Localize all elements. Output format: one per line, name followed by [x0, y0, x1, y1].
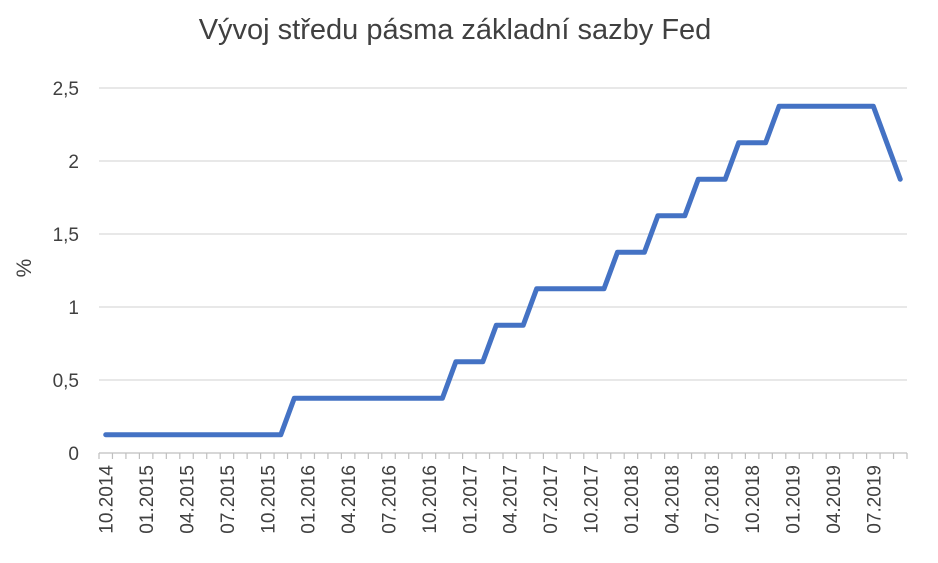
x-tick-label: 01.2015 — [137, 465, 158, 534]
x-tick-label: 10.2017 — [582, 465, 603, 534]
y-tick-label: 1,5 — [53, 225, 79, 246]
x-tick-label: 01.2019 — [784, 465, 805, 534]
x-tick-label: 01.2016 — [299, 465, 320, 534]
y-tick-label: 2,5 — [53, 79, 79, 100]
y-tick-label: 0,5 — [53, 371, 79, 392]
x-tick-label: 07.2015 — [218, 465, 239, 534]
x-tick-label: 07.2016 — [380, 465, 401, 534]
y-tick-label: 1 — [68, 298, 79, 319]
x-tick-label: 07.2017 — [541, 465, 562, 534]
x-tick-label: 04.2015 — [178, 465, 199, 534]
x-tick-label: 10.2016 — [420, 465, 441, 534]
x-tick-label: 07.2018 — [703, 465, 724, 534]
y-tick-label: 0 — [68, 444, 79, 465]
x-tick-label: 04.2019 — [824, 465, 845, 534]
x-tick-label: 01.2018 — [622, 465, 643, 534]
x-tick-label: 10.2018 — [743, 465, 764, 534]
x-tick-label: 04.2016 — [339, 465, 360, 534]
x-tick-label: 10.2015 — [258, 465, 279, 534]
chart-title: Vývoj středu pásma základní sazby Fed — [198, 14, 712, 46]
y-tick-label: 2 — [68, 152, 79, 173]
series-line — [103, 103, 903, 438]
x-tick-label: 04.2018 — [662, 465, 683, 534]
x-tick-label: 01.2017 — [460, 465, 481, 534]
x-tick-label: 07.2019 — [864, 465, 885, 534]
x-tick-label: 10.2014 — [97, 465, 118, 534]
x-tick-label: 04.2017 — [501, 465, 522, 534]
